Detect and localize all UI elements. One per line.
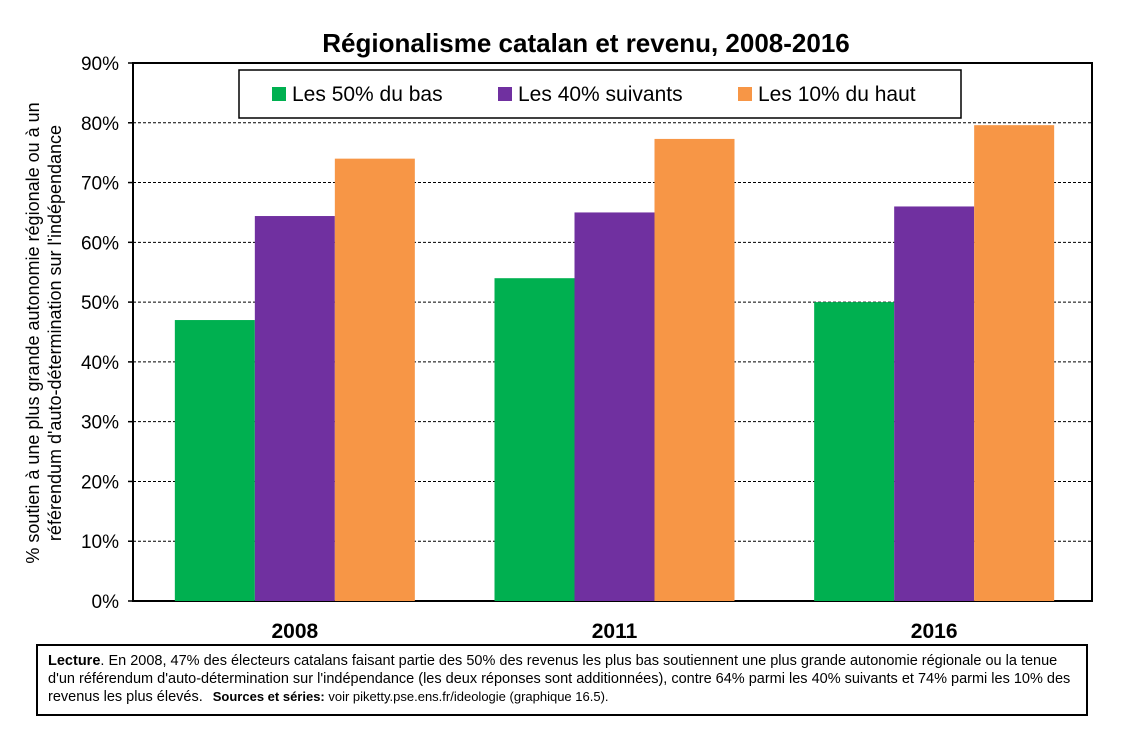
note-sources-label: Sources et séries: bbox=[212, 689, 325, 704]
legend-label: Les 40% suivants bbox=[518, 83, 683, 106]
y-tick-label: 50% bbox=[81, 293, 119, 314]
legend-label: Les 50% du bas bbox=[292, 83, 443, 106]
legend-swatch bbox=[738, 87, 752, 101]
legend-box bbox=[238, 69, 962, 119]
bar bbox=[894, 206, 975, 601]
legend-swatch bbox=[498, 87, 512, 101]
note-lecture-text: . En 2008, 47% des électeurs catalans fa… bbox=[48, 653, 1071, 705]
y-tick-label: 40% bbox=[81, 353, 119, 374]
legend-swatch bbox=[272, 87, 286, 101]
bar bbox=[334, 158, 415, 601]
bar bbox=[254, 216, 335, 601]
legend: Les 50% du bas Les 40% suivants Les 10% du… bbox=[238, 69, 962, 119]
y-tick-label: 60% bbox=[81, 233, 119, 254]
x-tick-label: 2008 bbox=[271, 620, 318, 640]
bar bbox=[174, 320, 255, 601]
bar bbox=[654, 138, 735, 601]
x-axis-labels: 2008 2011 2016 bbox=[271, 620, 957, 640]
bar bbox=[494, 278, 575, 601]
reading-note: Lecture. En 2008, 47% des électeurs cata… bbox=[36, 644, 1088, 716]
y-tick-label: 90% bbox=[81, 54, 119, 75]
y-tick-label: 20% bbox=[81, 472, 119, 493]
chart: Régionalisme catalan et revenu, 2008-201… bbox=[23, 28, 1093, 640]
y-axis-label-line-1: % soutien à une plus grande autonomie ré… bbox=[23, 102, 43, 563]
y-tick-label: 70% bbox=[81, 174, 119, 195]
x-tick-label: 2011 bbox=[592, 620, 638, 640]
y-axis-ticks: 0% 10% 20% 30% 40% 50% 60% 70% 80% 90% bbox=[81, 54, 133, 613]
bar bbox=[814, 302, 895, 601]
bar bbox=[574, 212, 655, 601]
y-tick-label: 80% bbox=[81, 114, 119, 135]
y-tick-label: 0% bbox=[92, 592, 120, 613]
y-tick-label: 30% bbox=[81, 413, 119, 434]
x-tick-label: 2016 bbox=[911, 620, 958, 640]
chart-title: Régionalisme catalan et revenu, 2008-201… bbox=[322, 28, 850, 58]
y-axis-label-line-2: référendum d'auto-détermination sur l'in… bbox=[45, 125, 65, 541]
y-tick-label: 10% bbox=[81, 532, 119, 553]
bar bbox=[974, 125, 1055, 602]
bars bbox=[174, 125, 1055, 602]
legend-label: Les 10% du haut bbox=[758, 83, 916, 106]
note-sources-text: voir piketty.pse.ens.fr/ideologie (graph… bbox=[324, 689, 609, 704]
note-lecture-label: Lecture bbox=[48, 653, 101, 669]
